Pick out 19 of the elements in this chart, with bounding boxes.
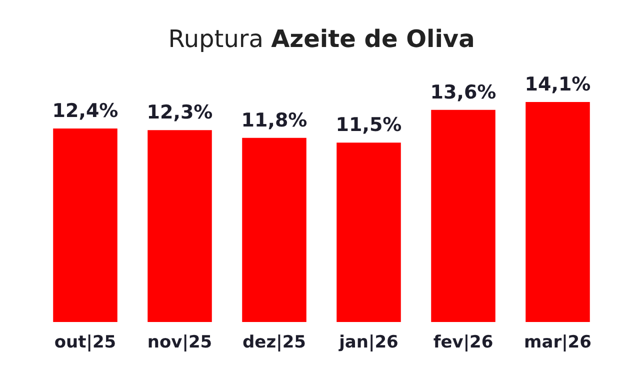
bar [242,138,306,322]
chart-title: Ruptura Azeite de Oliva [168,25,475,53]
bar [526,102,590,322]
data-label: 11,8% [241,109,308,132]
bar [148,130,212,322]
data-label: 13,6% [430,81,496,104]
x-tick-label: fev|26 [433,332,494,352]
data-label: 12,4% [52,100,118,122]
data-label: 12,3% [146,102,213,124]
data-label: 14,1% [524,74,591,96]
bar [431,110,496,322]
x-tick-label: jan|26 [338,332,398,352]
bar [53,128,118,322]
x-tick-label: mar|26 [524,332,592,352]
data-label: 11,5% [336,114,402,136]
bar [336,142,401,322]
x-tick-label: nov|25 [147,332,212,352]
x-tick-label: dez|25 [242,332,306,352]
x-tick-label: out|25 [54,332,116,352]
